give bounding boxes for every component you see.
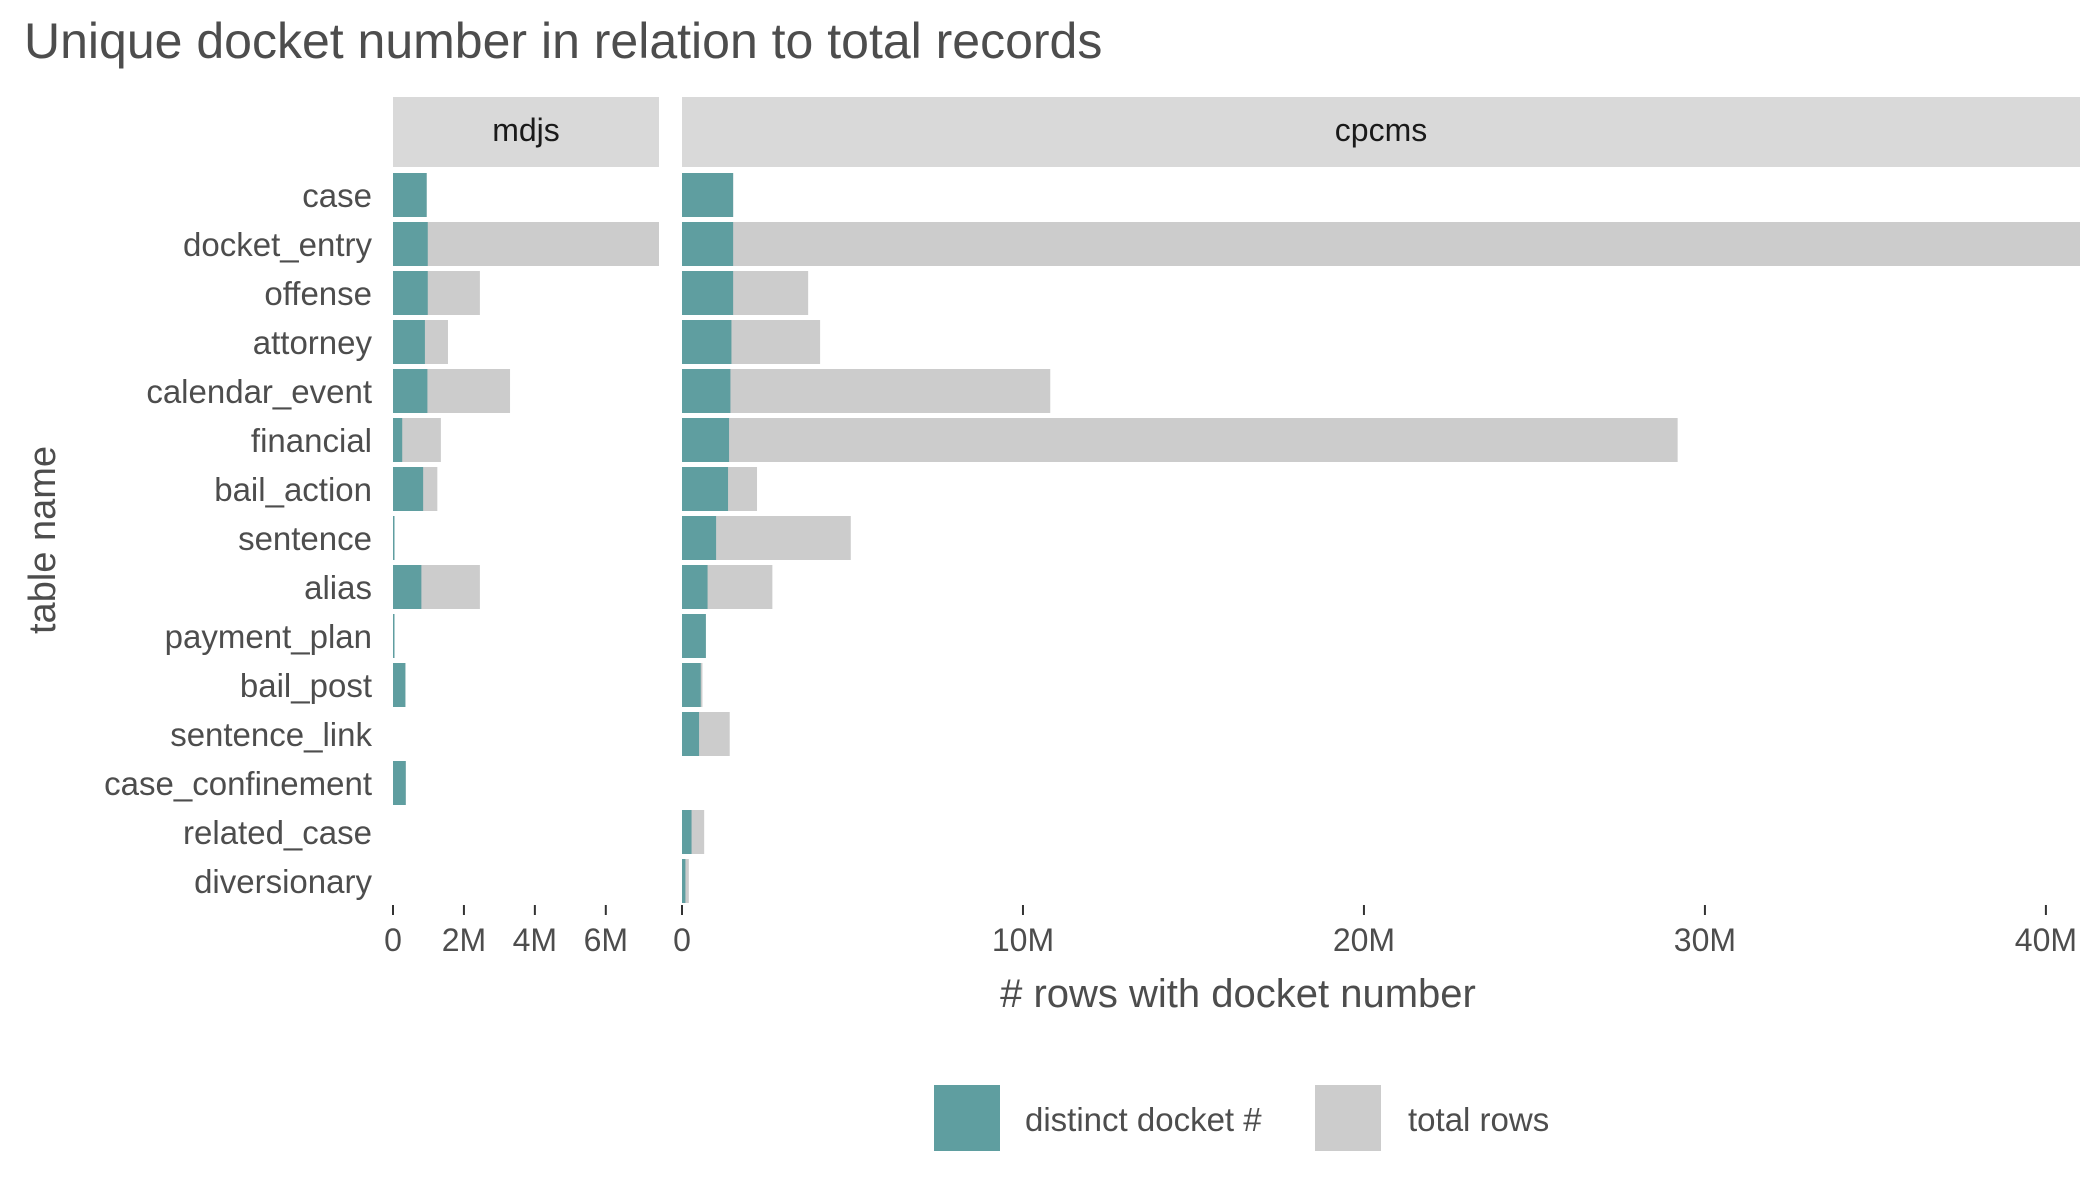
y-axis-title: table name [22, 446, 64, 634]
bar-distinct-bail_action [682, 467, 729, 511]
bar-distinct-case [393, 173, 427, 217]
bar-distinct-payment_plan [393, 614, 395, 658]
bar-distinct-bail_post [682, 663, 701, 707]
panel-strip-label: mdjs [492, 112, 560, 148]
x-tick-label: 30M [1674, 922, 1736, 958]
y-tick-label: payment_plan [165, 618, 372, 655]
y-tick-label: case_confinement [104, 765, 372, 802]
bar-distinct-offense [682, 271, 734, 315]
y-tick-label: offense [264, 275, 372, 312]
y-tick-label: alias [304, 569, 372, 606]
panel-strip [393, 97, 659, 167]
x-tick-label: 4M [513, 922, 557, 958]
panel-strip [682, 97, 2080, 167]
x-tick-label: 6M [584, 922, 628, 958]
bar-distinct-case [682, 173, 734, 217]
bar-distinct-diversionary [682, 859, 686, 903]
bar-distinct-bail_action [393, 467, 424, 511]
y-tick-label: bail_action [214, 471, 372, 508]
chart-title: Unique docket number in relation to tota… [24, 13, 1102, 69]
x-tick-label: 40M [2015, 922, 2077, 958]
bar-distinct-docket_entry [682, 222, 734, 266]
y-tick-label: calendar_event [146, 373, 372, 410]
legend-label-total: total rows [1408, 1101, 1549, 1138]
y-tick-label: attorney [253, 324, 373, 361]
bar-distinct-sentence_link [682, 712, 700, 756]
y-tick-label: docket_entry [183, 226, 372, 263]
bar-distinct-sentence [682, 516, 717, 560]
legend-label-distinct: distinct docket # [1025, 1101, 1262, 1138]
bar-total-financial [682, 418, 1678, 462]
x-tick-label: 0 [673, 922, 691, 958]
bar-total-docket_entry [682, 222, 2080, 266]
x-tick-label: 20M [1333, 922, 1395, 958]
bar-distinct-bail_post [393, 663, 406, 707]
bar-total-calendar_event [682, 369, 1051, 413]
bar-total-docket_entry [393, 222, 659, 266]
bar-distinct-attorney [393, 320, 425, 364]
bar-distinct-docket_entry [393, 222, 428, 266]
panel-strip-label: cpcms [1335, 112, 1427, 148]
legend-key-distinct [934, 1085, 1000, 1151]
bar-distinct-financial [682, 418, 730, 462]
bar-distinct-calendar_event [682, 369, 731, 413]
y-tick-label: sentence [238, 520, 372, 557]
y-tick-label: bail_post [240, 667, 372, 704]
bar-distinct-sentence [393, 516, 395, 560]
bar-total-diversionary [682, 859, 689, 903]
y-tick-label: case [302, 177, 372, 214]
bar-distinct-calendar_event [393, 369, 428, 413]
bar-distinct-alias [682, 565, 708, 609]
bar-distinct-attorney [682, 320, 732, 364]
x-axis-title: # rows with docket number [1000, 972, 1476, 1016]
bar-distinct-case_confinement [393, 761, 406, 805]
panel-cpcms: cpcms 0 10M 20M 30M 40M [673, 97, 2080, 958]
bar-distinct-alias [393, 565, 422, 609]
y-tick-label: related_case [183, 814, 372, 851]
bar-distinct-payment_plan [682, 614, 706, 658]
y-tick-label: diversionary [194, 863, 372, 900]
legend: distinct docket # total rows [934, 1085, 1549, 1151]
bar-distinct-related_case [682, 810, 692, 854]
x-tick-label: 2M [442, 922, 486, 958]
y-tick-label: sentence_link [170, 716, 372, 753]
bar-distinct-offense [393, 271, 428, 315]
panels: mdjs 0 2M 4M 6M cpcms 0 10M 20M 30M 40M [384, 97, 2080, 958]
legend-key-total [1315, 1085, 1381, 1151]
x-tick-label: 10M [992, 922, 1054, 958]
bar-distinct-financial [393, 418, 403, 462]
panel-mdjs: mdjs 0 2M 4M 6M [384, 97, 659, 958]
y-tick-label: financial [251, 422, 372, 459]
x-tick-label: 0 [384, 922, 402, 958]
